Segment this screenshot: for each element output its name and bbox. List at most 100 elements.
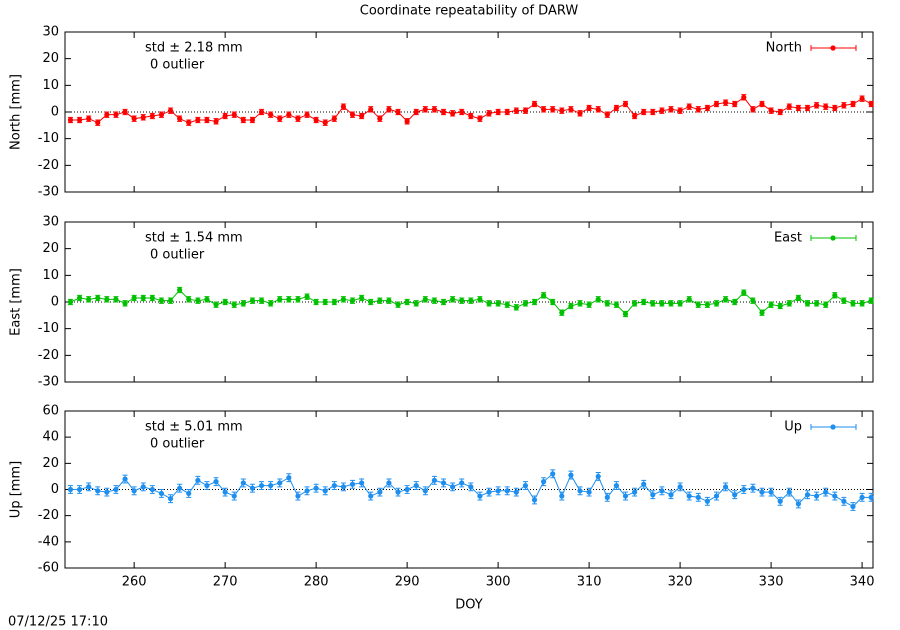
point: [322, 299, 328, 305]
point: [859, 96, 865, 102]
point: [759, 310, 765, 316]
point: [431, 298, 438, 304]
point: [659, 300, 665, 306]
point: [650, 492, 656, 498]
point: [213, 302, 219, 308]
point: [167, 298, 174, 304]
point: [513, 489, 519, 495]
point: [804, 492, 811, 498]
point: [86, 296, 92, 302]
point: [604, 494, 610, 500]
point: [322, 120, 328, 126]
point: [795, 501, 801, 507]
point: [377, 298, 383, 304]
point: [495, 488, 501, 494]
y-tick-label: 10: [42, 78, 59, 93]
point: [204, 482, 210, 489]
point: [104, 296, 110, 302]
legend-marker: [830, 424, 836, 430]
legend-label: North: [766, 41, 802, 56]
annotation: 0 outlier: [150, 437, 205, 452]
point: [277, 480, 283, 486]
point: [777, 303, 783, 309]
point: [659, 108, 665, 114]
point: [695, 494, 701, 500]
point: [522, 108, 529, 114]
point: [104, 489, 110, 495]
point: [249, 485, 256, 491]
point: [677, 484, 683, 490]
point: [622, 493, 629, 499]
point: [650, 300, 656, 306]
point: [249, 298, 256, 304]
point: [613, 482, 620, 489]
point: [459, 480, 465, 486]
point: [113, 112, 119, 118]
point: [768, 108, 774, 114]
point: [568, 303, 574, 309]
timestamp: 07/12/25 17:10: [8, 615, 108, 630]
point: [868, 298, 874, 304]
point: [131, 116, 137, 122]
point: [759, 489, 765, 495]
point: [268, 112, 274, 118]
point: [268, 300, 274, 306]
point: [459, 298, 465, 304]
y-tick-label: -20: [38, 508, 59, 523]
point: [340, 484, 347, 490]
point: [231, 493, 237, 499]
annotation: std ± 1.54 mm: [145, 231, 243, 246]
point: [632, 113, 638, 119]
point: [668, 492, 674, 498]
point: [668, 300, 674, 306]
point: [286, 475, 292, 481]
point: [204, 296, 210, 302]
point: [359, 295, 365, 301]
point: [404, 118, 410, 124]
point: [167, 496, 174, 502]
point: [76, 117, 83, 123]
y-tick-label: 30: [42, 25, 59, 40]
point: [286, 112, 292, 118]
y-tick-label: 20: [42, 51, 59, 66]
point: [722, 100, 729, 106]
point: [377, 116, 383, 122]
point: [504, 109, 510, 115]
point: [622, 311, 629, 317]
point: [286, 296, 292, 302]
point: [713, 493, 720, 499]
y-tick-label: 20: [42, 456, 59, 471]
point: [559, 310, 565, 316]
point: [577, 110, 583, 116]
x-tick-label: 280: [304, 575, 329, 590]
point: [686, 104, 692, 110]
point: [86, 484, 92, 490]
point: [422, 488, 428, 494]
point: [732, 101, 738, 107]
point: [795, 105, 801, 111]
y-axis-label: North [mm]: [9, 74, 24, 150]
point: [122, 300, 128, 306]
point: [422, 296, 428, 302]
y-tick-label: 60: [42, 404, 59, 419]
point: [686, 493, 692, 499]
legend-marker: [830, 235, 836, 241]
y-tick-label: 30: [42, 215, 59, 230]
y-tick-label: 10: [42, 268, 59, 283]
point: [295, 296, 301, 302]
point: [595, 473, 601, 480]
point: [486, 110, 492, 116]
point: [67, 299, 74, 305]
point: [413, 109, 419, 115]
point: [440, 109, 447, 115]
point: [304, 294, 310, 300]
point: [522, 300, 529, 306]
point: [313, 485, 319, 491]
point: [823, 104, 829, 110]
point: [231, 302, 237, 308]
y-tick-label: -10: [38, 131, 59, 146]
point: [768, 302, 774, 308]
annotation: 0 outlier: [150, 248, 205, 263]
point: [495, 109, 501, 115]
